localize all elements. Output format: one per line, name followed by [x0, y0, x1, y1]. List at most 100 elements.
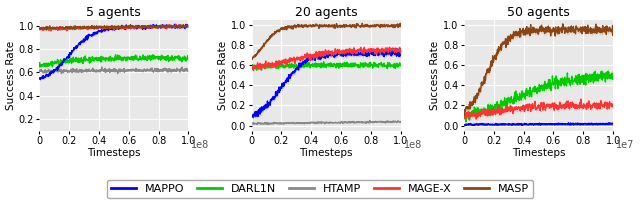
MASP: [108, 26, 115, 28]
MASP: [158, 25, 166, 27]
MAGE-X: [609, 104, 617, 106]
Line: MAPPO: MAPPO: [39, 24, 188, 80]
MAPPO: [397, 51, 404, 54]
MAGE-X: [394, 49, 402, 51]
HTAMP: [319, 121, 326, 123]
MASP: [337, 26, 344, 29]
MAPPO: [392, 47, 399, 50]
MASP: [125, 25, 132, 28]
HTAMP: [609, 123, 617, 125]
MAPPO: [541, 123, 549, 125]
Line: MAGE-X: MAGE-X: [39, 24, 188, 31]
HTAMP: [582, 124, 590, 126]
X-axis label: Timesteps: Timesteps: [87, 148, 141, 158]
MAGE-X: [532, 106, 540, 109]
MAPPO: [158, 24, 166, 27]
DARL1N: [35, 63, 43, 65]
HTAMP: [182, 68, 189, 70]
MASP: [35, 27, 43, 30]
Line: MAGE-X: MAGE-X: [252, 47, 401, 71]
HTAMP: [98, 66, 106, 68]
HTAMP: [605, 124, 612, 126]
MASP: [320, 24, 328, 27]
DARL1N: [604, 70, 612, 72]
Line: MAPPO: MAPPO: [252, 48, 401, 117]
Text: 1e8: 1e8: [404, 140, 422, 150]
X-axis label: Timesteps: Timesteps: [512, 148, 565, 158]
MAPPO: [125, 26, 132, 28]
MASP: [396, 22, 404, 24]
MASP: [583, 28, 591, 31]
MAPPO: [582, 122, 590, 125]
MAPPO: [371, 54, 378, 57]
DARL1N: [107, 55, 115, 58]
Y-axis label: Success Rate: Success Rate: [430, 41, 440, 110]
DARL1N: [606, 76, 614, 79]
MAPPO: [107, 27, 115, 29]
MASP: [394, 24, 401, 27]
HTAMP: [337, 121, 344, 124]
Title: 50 agents: 50 agents: [507, 6, 570, 19]
MASP: [329, 25, 337, 28]
DARL1N: [541, 85, 549, 88]
DARL1N: [158, 57, 166, 59]
HTAMP: [366, 119, 374, 122]
Line: MASP: MASP: [252, 23, 401, 59]
Line: MAGE-X: MAGE-X: [464, 99, 613, 120]
DARL1N: [320, 61, 328, 63]
MAGE-X: [385, 46, 393, 49]
MAGE-X: [397, 51, 404, 53]
MAPPO: [468, 124, 476, 127]
DARL1N: [320, 66, 328, 69]
Line: MASP: MASP: [464, 24, 613, 115]
HTAMP: [532, 124, 540, 126]
MAPPO: [248, 113, 255, 115]
MAPPO: [171, 23, 179, 26]
MAGE-X: [158, 24, 166, 27]
X-axis label: Timesteps: Timesteps: [300, 148, 353, 158]
HTAMP: [549, 123, 557, 126]
HTAMP: [116, 68, 124, 71]
DARL1N: [116, 58, 124, 61]
MAPPO: [606, 122, 614, 124]
MASP: [248, 58, 256, 61]
HTAMP: [460, 123, 468, 126]
DARL1N: [253, 69, 260, 71]
DARL1N: [609, 78, 617, 80]
MAGE-X: [577, 98, 585, 100]
Line: DARL1N: DARL1N: [252, 62, 401, 70]
MAPPO: [184, 25, 192, 27]
MAPPO: [36, 78, 44, 81]
MAGE-X: [35, 27, 43, 30]
Text: 1e7: 1e7: [616, 140, 634, 150]
MAGE-X: [172, 23, 180, 26]
HTAMP: [35, 69, 43, 72]
DARL1N: [549, 81, 557, 84]
MAGE-X: [460, 112, 468, 115]
DARL1N: [371, 64, 378, 67]
HTAMP: [320, 121, 328, 124]
HTAMP: [531, 123, 539, 126]
DARL1N: [462, 120, 470, 123]
MAPPO: [531, 123, 539, 126]
MASP: [549, 30, 557, 33]
MAGE-X: [250, 69, 257, 72]
MASP: [397, 25, 404, 28]
DARL1N: [460, 113, 468, 115]
MASP: [107, 26, 115, 29]
MAPPO: [116, 26, 124, 28]
HTAMP: [371, 121, 378, 123]
Line: MAPPO: MAPPO: [464, 123, 613, 125]
MAGE-X: [125, 25, 132, 28]
MAGE-X: [182, 25, 189, 27]
MASP: [43, 29, 51, 31]
MAGE-X: [319, 50, 326, 53]
MAPPO: [605, 121, 613, 124]
Title: 20 agents: 20 agents: [295, 6, 358, 19]
Text: 1e8: 1e8: [191, 140, 210, 150]
MAPPO: [532, 123, 540, 126]
HTAMP: [329, 122, 337, 124]
MASP: [371, 25, 378, 27]
Line: HTAMP: HTAMP: [464, 124, 613, 125]
MASP: [606, 27, 614, 29]
